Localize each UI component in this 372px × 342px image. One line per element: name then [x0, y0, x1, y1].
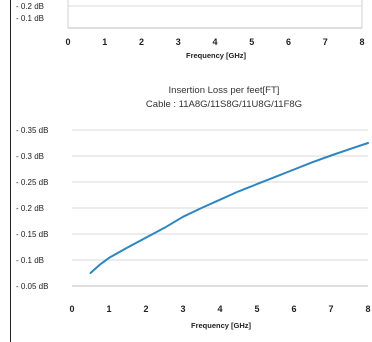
chart2-x-axis-label: Frequency [GHz] [191, 321, 252, 330]
chart2-x-tick-label: 2 [143, 304, 148, 314]
chart1-x-tick-label: 1 [102, 37, 107, 47]
chart2-x-tick-label: 7 [328, 304, 333, 314]
chart2-x-tick-label: 0 [69, 304, 74, 314]
chart1-x-tick-label: 2 [139, 37, 144, 47]
chart2-x-tick-label: 6 [291, 304, 296, 314]
chart2-series-line [89, 142, 369, 274]
chart2-x-tick-label: 3 [180, 304, 185, 314]
chart2-y-tick-label: - 0.3 dB [16, 152, 44, 161]
chart1-x-tick-label: 3 [176, 37, 181, 47]
chart1-x-tick-label: 5 [249, 37, 254, 47]
chart1-x-tick-label: 0 [65, 37, 70, 47]
chart2-title: Insertion Loss per feet[FT] [169, 85, 280, 96]
chart1-y-tick-label: - 0.2 dB [16, 2, 44, 11]
left-frame-border [10, 0, 11, 342]
chart2-y-tick-label: - 0.2 dB [16, 204, 44, 213]
chart2-y-tick-label: - 0.25 dB [16, 178, 48, 187]
chart2-y-tick-label: - 0.05 dB [16, 282, 48, 291]
chart2-x-tick-label: 8 [365, 304, 370, 314]
chart1-y-tick-label: - 0.1 dB [16, 14, 44, 23]
chart2-y-tick-label: - 0.15 dB [16, 230, 48, 239]
chart2-x-tick-label: 5 [254, 304, 259, 314]
chart1-x-tick-label: 4 [212, 37, 217, 47]
chart1-x-tick-label: 8 [359, 37, 364, 47]
chart2-x-tick-label: 4 [217, 304, 222, 314]
chart1-x-tick-label: 6 [286, 37, 291, 47]
chart2-subtitle: Cable : 11A8G/11S8G/11U8G/11F8G [146, 99, 302, 110]
chart1-x-tick-label: 7 [323, 37, 328, 47]
chart2-y-tick-label: - 0.1 dB [16, 256, 44, 265]
chart2-y-tick-label: - 0.35 dB [16, 126, 48, 135]
chart1-x-axis-label: Frequency [GHz] [186, 51, 247, 60]
chart2-x-tick-label: 1 [106, 304, 111, 314]
